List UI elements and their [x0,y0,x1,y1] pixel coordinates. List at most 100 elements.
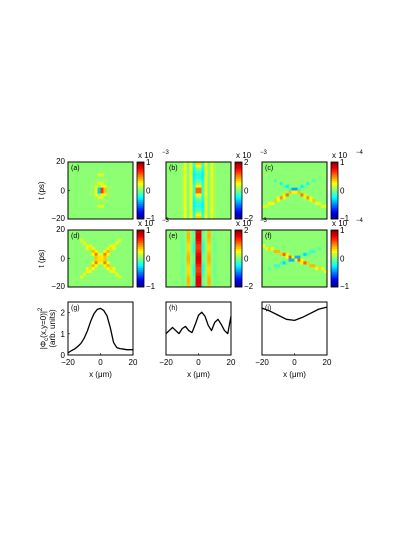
heatmap-cell [207,213,211,217]
heatmap-cell [201,190,205,194]
heatmap-cell [198,201,202,206]
colorbar-tick-label: −1 [340,282,350,291]
heatmap-cell [183,173,187,177]
y-tick-label: −20 [51,282,65,291]
heatmap-cell [183,193,187,197]
colorbar-segment [235,273,242,276]
heatmap-cell [192,176,196,180]
heatmap-cell [213,173,217,177]
heatmap-cell [192,204,196,208]
colorbar-segment [137,182,144,186]
colorbar-segment [235,231,242,235]
y-tick-label: 0 [61,187,66,196]
heatmap-panel-c: (c) 1 0 −1 x 10 −4 [261,150,364,223]
colorbar-segment [235,285,242,288]
heatmap-cell [288,255,292,259]
heatmap-cell [183,184,187,188]
heatmap-cell [297,255,301,259]
colorbar-segment [331,268,338,271]
heatmap-cell [186,170,190,174]
heatmap-panel-a: (a) 20 0 −20 t (ps) 1 0 −1 x 10 −3 [37,150,170,223]
heatmap-cell [198,170,202,174]
heatmap-cell [189,176,193,180]
colorbar-segment [137,200,144,203]
colorbar-segment [137,190,144,193]
colorbar-segment [137,277,144,280]
heatmap-cell [201,238,205,242]
colorbar-segment [137,196,144,199]
heatmap-cell [207,216,211,220]
heatmap-cell [201,204,205,208]
colorbar-segment [137,239,144,242]
heatmap-cell [189,207,193,211]
colorbar-segment [331,266,338,269]
panel-label: (a) [71,165,80,172]
y-tick-label: 1 [61,330,66,339]
heatmap-cell [100,204,104,208]
colorbar-segment [235,213,242,216]
heatmap-cell [195,281,199,285]
heatmap-cell [192,255,196,259]
heatmap-cell [186,235,190,239]
heatmap-cell [204,204,208,208]
heatmap-cell [103,261,107,265]
colorbar-segment [235,186,242,189]
line-panel-g: (g)−20 0 20x (μm)012|Φc(x,y=0)|2 (arb. unit… [38,301,138,379]
colorbar-segment [137,162,144,165]
heatmap-cell [213,190,217,194]
heatmap-cell [279,252,283,256]
heatmap-cell [262,269,266,274]
heatmap-cell [294,187,298,191]
heatmap-cell [213,249,217,254]
heatmap-cell [213,230,217,234]
heatmap-cell [207,181,211,186]
heatmap-cell [88,247,92,251]
heatmap-cell [312,249,316,254]
colorbar-segment [137,177,144,180]
colorbar-segment [331,203,338,206]
heatmap-cell [198,164,202,168]
colorbar-segment [331,281,338,284]
colorbar-segment [137,215,144,218]
heatmap-cell [106,261,110,265]
heatmap-cell [210,210,214,214]
heatmap-cell [207,249,211,254]
heatmap-cell [270,247,275,251]
heatmap-cell [303,181,307,186]
heatmap-cell [315,176,319,180]
x-tick-label: 20 [227,358,236,367]
heatmap-cell [100,173,104,177]
colorbar-segment [137,179,144,182]
colorbar-frame [234,161,243,220]
heatmap-cell [198,176,202,180]
heatmap-cell [103,193,107,197]
heatmap-cell [276,196,281,200]
heatmap-cell [85,267,89,271]
heatmap-cell [207,190,211,194]
heatmap-cell [213,275,217,279]
heatmap-cell [106,247,110,251]
colorbar-segment [235,173,242,176]
heatmap-cell [94,258,98,262]
heatmap-cell [198,269,202,274]
heatmap-cell [207,184,211,188]
heatmap-cell [201,281,205,285]
heatmap-cell [198,179,202,183]
heatmap-cell [198,193,202,197]
heatmap-cell [103,255,107,259]
heatmap-cell [207,244,211,248]
heatmap-cell [180,213,185,217]
heatmap-cell [201,252,205,256]
colorbar-segment [235,269,242,273]
heatmap-cell [213,176,217,180]
heatmap-cell [186,187,190,191]
colorbar-segment [331,231,338,235]
heatmap-cell [309,264,313,268]
heatmap-cell [207,272,211,276]
heatmap-cell [195,235,199,239]
heatmap-cell [195,187,199,191]
colorbar-segment [235,184,242,187]
heatmap-cell [213,281,217,285]
colorbar-frame [330,229,339,288]
heatmap-cell [180,193,185,197]
